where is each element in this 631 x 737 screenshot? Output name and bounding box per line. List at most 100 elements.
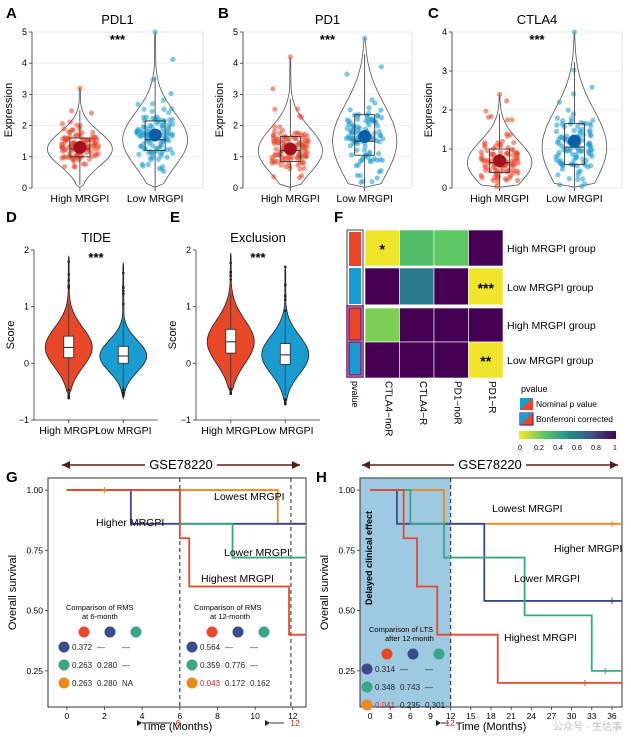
x-tick-label: Low MRGPI (127, 193, 184, 205)
comparison-row-dot (58, 641, 70, 653)
y-axis-label: Score (167, 321, 179, 350)
comparison-subtitle: at 6-month (82, 612, 118, 621)
data-point (141, 106, 147, 112)
data-point (272, 128, 278, 135)
data-point (161, 106, 167, 112)
comparison-value: 0.280 (97, 679, 118, 688)
comparison-value: — (425, 665, 433, 674)
comparison-row-dot (361, 663, 373, 675)
y-tick-label: 2 (24, 245, 29, 255)
y-tick-label: 1 (22, 152, 27, 162)
data-point (376, 169, 382, 175)
data-point (170, 150, 176, 156)
data-point (575, 172, 581, 178)
data-point (378, 107, 384, 113)
outlier-point (67, 273, 71, 276)
legend-bonferroni: Bonferroni corrected (519, 412, 613, 426)
violin-panel-pdl1: 0 1 2 3 4 5 PDL1 *** Expression High MRGPI Low MRG… (3, 12, 204, 205)
colorbar-tick: 0.6 (572, 445, 582, 452)
comparison-value: 0.564 (200, 643, 221, 652)
censor-mark (303, 631, 306, 638)
box-high (279, 136, 301, 162)
data-point (169, 106, 175, 112)
data-point (275, 159, 281, 165)
data-point (497, 91, 503, 97)
y-tick-label: 0 (24, 358, 29, 368)
data-point (303, 141, 309, 147)
data-point (135, 101, 141, 107)
data-point (504, 117, 510, 123)
heatmap-cell (468, 341, 504, 379)
panel-letter-f: F (334, 209, 343, 226)
box-high (225, 328, 237, 354)
censor-mark (303, 554, 306, 561)
data-point (140, 163, 146, 169)
data-point (295, 162, 301, 168)
colorbar-tick: 0.2 (534, 445, 544, 452)
comparison-row-dot (186, 677, 198, 689)
comparison-value: 0.041 (375, 701, 396, 710)
data-point (571, 67, 577, 73)
heatmap-cell (364, 307, 400, 343)
x-tick-label: High MRGPI (470, 193, 529, 205)
violin-panel-ctla4: 0 1 2 3 4 CTLA4 *** Expression High MRGPI Low MRG… (423, 12, 623, 205)
data-point (568, 118, 574, 124)
x-tick-label: High MRGPI (201, 425, 260, 437)
curve-label: Higher MRGPI (96, 517, 164, 529)
y-tick-label: 2 (22, 121, 27, 131)
data-point (554, 122, 560, 128)
data-point (62, 164, 68, 170)
data-point (554, 115, 561, 121)
x-tick-label: 21 (506, 711, 516, 721)
outlier-point (67, 394, 71, 398)
data-point (504, 98, 510, 104)
data-point (366, 105, 372, 111)
mean-marker-low (567, 134, 581, 148)
heatmap-cell (433, 341, 469, 379)
data-point (374, 113, 381, 119)
outlier-point (67, 260, 71, 263)
plot-area (242, 31, 413, 189)
data-point (155, 156, 162, 162)
y-tick-label: 0.75 (26, 545, 43, 555)
data-point (169, 133, 175, 139)
data-point (166, 121, 172, 127)
curve-label: Lower MRGPI (514, 573, 580, 585)
x-tick-label: 12 (446, 711, 456, 721)
data-point (357, 173, 363, 179)
x-tick-label: High MRGPI (50, 193, 109, 205)
outlier-point (229, 274, 233, 278)
data-point (150, 143, 156, 149)
x-tick-label: 12 (288, 711, 298, 721)
comparison-header-dot (381, 648, 393, 660)
comparison-row-dot (361, 699, 373, 711)
chart-title: TIDE (81, 230, 111, 245)
data-point (287, 163, 293, 169)
y-tick-label: 3 (442, 66, 447, 76)
data-point (134, 128, 140, 135)
data-point (347, 107, 353, 113)
legend-nominal-label: Nominal p value (536, 399, 597, 409)
data-point (577, 130, 583, 136)
data-point (283, 134, 289, 141)
data-point (557, 157, 564, 163)
outlier-point (121, 289, 125, 293)
curve-label: Lowest MRGPI (214, 491, 285, 503)
outlier-point (121, 271, 125, 275)
data-point (298, 114, 304, 121)
data-point (515, 151, 521, 157)
data-point (299, 159, 305, 166)
survival-panel-g: GSE78220 0.25 0.50 0.75 1.00 0 2 4 6 8 10 12 Time (M… (7, 457, 307, 733)
data-point (90, 129, 96, 135)
data-point (573, 155, 580, 161)
data-point (66, 129, 72, 135)
comparison-row-dot (58, 677, 70, 689)
mean-marker-high (73, 140, 87, 154)
y-tick-label: 4 (442, 27, 447, 37)
data-point (582, 181, 588, 187)
x-tick-label: 0 (368, 711, 373, 721)
comparison-header-dot (206, 626, 218, 638)
x-tick-label: 30 (567, 711, 577, 721)
